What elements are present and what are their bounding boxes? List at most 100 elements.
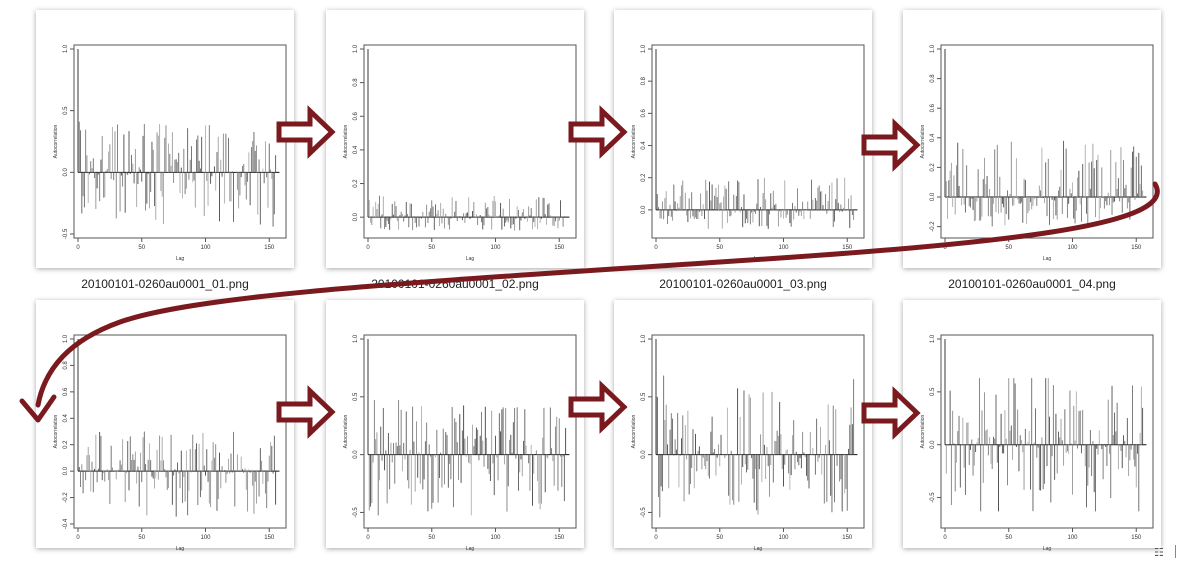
thumbnail-8[interactable]: -0.5 0.0 0.5 1.0 0 50 100 150 Lag Autocorrelation — [903, 300, 1161, 552]
x-tick-label: 0 — [654, 535, 658, 541]
thumbnail-3[interactable]: 0.0 0.2 0.4 0.6 0.8 1.0 0 50 100 150 Lag Autocorrel… — [614, 10, 872, 268]
y-tick-label: 1.0 — [930, 44, 936, 53]
acf-chart-3: 0.0 0.2 0.4 0.6 0.8 1.0 0 50 100 150 Lag Autocorrel… — [631, 44, 865, 262]
x-tick-label: 50 — [138, 535, 145, 541]
x-tick-label: 50 — [1005, 535, 1012, 541]
y-tick-label: 0.2 — [641, 173, 647, 182]
acf-chart-7: -0.5 0.0 0.5 1.0 0 50 100 150 Lag Autocorrelation — [631, 334, 865, 552]
y-axis-label: Autocorrelation — [631, 124, 637, 158]
x-axis-label: Lag — [466, 256, 475, 262]
y-axis-label: Autocorrelation — [920, 124, 926, 158]
y-tick-label: -0.4 — [63, 518, 69, 529]
y-tick-label: 0.5 — [353, 392, 359, 401]
y-tick-label: -0.5 — [353, 507, 359, 518]
x-tick-label: 150 — [1131, 245, 1142, 251]
thumbnail-4[interactable]: -0.2 0.0 0.2 0.4 0.6 0.8 1.0 0 50 100 150 Lag Autoco… — [903, 10, 1161, 268]
y-tick-label: -0.5 — [641, 507, 647, 518]
y-tick-label: -0.5 — [63, 228, 69, 239]
x-tick-label: 150 — [1131, 535, 1142, 541]
x-tick-label: 0 — [76, 245, 80, 251]
y-tick-label: 0.8 — [930, 74, 936, 83]
x-tick-label: 50 — [428, 245, 435, 251]
y-tick-label: 0.0 — [353, 212, 359, 221]
x-tick-label: 50 — [716, 535, 723, 541]
thumbnail-5[interactable]: -0.4 -0.2 0.0 0.2 0.4 0.6 0.8 1.0 0 50 100 150 Lag Au… — [36, 300, 294, 552]
y-axis-label: Autocorrelation — [343, 414, 349, 448]
acf-chart-6: -0.5 0.0 0.5 1.0 0 50 100 150 Lag Autocorrelation — [343, 334, 577, 552]
y-axis-label: Autocorrelation — [53, 414, 59, 448]
x-tick-label: 100 — [490, 535, 501, 541]
y-tick-label: -0.5 — [930, 492, 936, 503]
x-tick-label: 100 — [200, 245, 211, 251]
y-tick-label: 0.0 — [930, 192, 936, 201]
y-tick-label: 0.2 — [930, 163, 936, 172]
x-tick-label: 150 — [554, 245, 565, 251]
x-tick-label: 150 — [554, 535, 565, 541]
y-tick-label: 0.5 — [930, 387, 936, 396]
thumbnail-filename-4[interactable]: 20100101-0260au0001_04.png — [948, 277, 1116, 291]
x-tick-label: 100 — [1067, 245, 1078, 251]
y-tick-label: 0.4 — [353, 145, 359, 154]
thumbnail-6[interactable]: -0.5 0.0 0.5 1.0 0 50 100 150 Lag Autocorrelation — [326, 300, 584, 552]
y-tick-label: 0.0 — [63, 466, 69, 475]
x-axis-label: Lag — [1043, 546, 1052, 552]
y-tick-label: 0.6 — [63, 387, 69, 396]
y-axis-label: Autocorrelation — [343, 124, 349, 158]
x-axis-label: Lag — [754, 256, 763, 262]
y-tick-label: 0.6 — [353, 111, 359, 120]
y-tick-label: -0.2 — [930, 221, 936, 232]
details-view-icon[interactable]: ☷ — [1154, 546, 1164, 559]
x-tick-label: 50 — [138, 245, 145, 251]
thumbnail-1[interactable]: -0.5 0.0 0.5 1.0 0 50 100 150 Lag Autocorrelation — [36, 10, 294, 268]
x-tick-label: 50 — [1005, 245, 1012, 251]
x-tick-label: 100 — [778, 535, 789, 541]
x-tick-label: 150 — [842, 245, 853, 251]
y-tick-label: 1.0 — [641, 334, 647, 343]
x-tick-label: 0 — [654, 245, 658, 251]
x-tick-label: 0 — [366, 535, 370, 541]
thumbnail-filename-3[interactable]: 20100101-0260au0001_03.png — [659, 277, 827, 291]
y-tick-label: -0.2 — [63, 492, 69, 503]
y-tick-label: 0.0 — [63, 168, 69, 177]
thumbnail-filename-1[interactable]: 20100101-0260au0001_01.png — [81, 277, 249, 291]
acf-chart-8: -0.5 0.0 0.5 1.0 0 50 100 150 Lag Autocorrelation — [920, 334, 1154, 552]
y-axis-label: Autocorrelation — [631, 414, 637, 448]
y-tick-label: 0.8 — [353, 78, 359, 87]
y-tick-label: 0.0 — [641, 450, 647, 459]
y-tick-label: 0.2 — [353, 179, 359, 188]
thumbnail-2[interactable]: 0.0 0.2 0.4 0.6 0.8 1.0 0 50 100 150 Lag Autocorrel… — [326, 10, 584, 268]
y-tick-label: 0.4 — [930, 133, 936, 142]
y-tick-label: 0.0 — [930, 440, 936, 449]
x-tick-label: 150 — [264, 535, 275, 541]
y-tick-label: 1.0 — [63, 334, 69, 343]
x-tick-label: 100 — [778, 245, 789, 251]
y-tick-label: 0.4 — [63, 413, 69, 422]
thumbnail-filename-2[interactable]: 20100101-0260au0001_02.png — [371, 277, 539, 291]
acf-chart-4: -0.2 0.0 0.2 0.4 0.6 0.8 1.0 0 50 100 150 Lag Autoco… — [920, 44, 1154, 262]
y-axis-label: Autocorrelation — [53, 124, 59, 158]
x-axis-label: Lag — [466, 546, 475, 552]
y-tick-label: 0.0 — [641, 205, 647, 214]
x-axis-label: Lag — [176, 256, 185, 262]
acf-chart-2: 0.0 0.2 0.4 0.6 0.8 1.0 0 50 100 150 Lag Autocorrel… — [343, 44, 577, 262]
x-tick-label: 0 — [943, 245, 947, 251]
x-tick-label: 150 — [842, 535, 853, 541]
acf-chart-5: -0.4 -0.2 0.0 0.2 0.4 0.6 0.8 1.0 0 50 100 150 Lag Au… — [53, 334, 287, 552]
y-tick-label: 1.0 — [353, 334, 359, 343]
x-axis-label: Lag — [176, 546, 185, 552]
y-tick-label: 1.0 — [930, 334, 936, 343]
thumbnail-7[interactable]: -0.5 0.0 0.5 1.0 0 50 100 150 Lag Autocorrelation — [614, 300, 872, 552]
y-tick-label: 0.6 — [930, 103, 936, 112]
y-tick-label: 1.0 — [353, 44, 359, 53]
y-tick-label: 0.8 — [641, 76, 647, 85]
y-tick-label: 0.2 — [63, 440, 69, 449]
y-tick-label: 1.0 — [641, 44, 647, 53]
x-axis-label: Lag — [1043, 256, 1052, 262]
plot-frame — [940, 334, 1154, 529]
x-tick-label: 100 — [1067, 535, 1078, 541]
y-axis-label: Autocorrelation — [920, 414, 926, 448]
x-tick-label: 0 — [76, 535, 80, 541]
x-tick-label: 50 — [716, 245, 723, 251]
y-tick-label: 1.0 — [63, 44, 69, 53]
y-tick-label: 0.5 — [641, 392, 647, 401]
